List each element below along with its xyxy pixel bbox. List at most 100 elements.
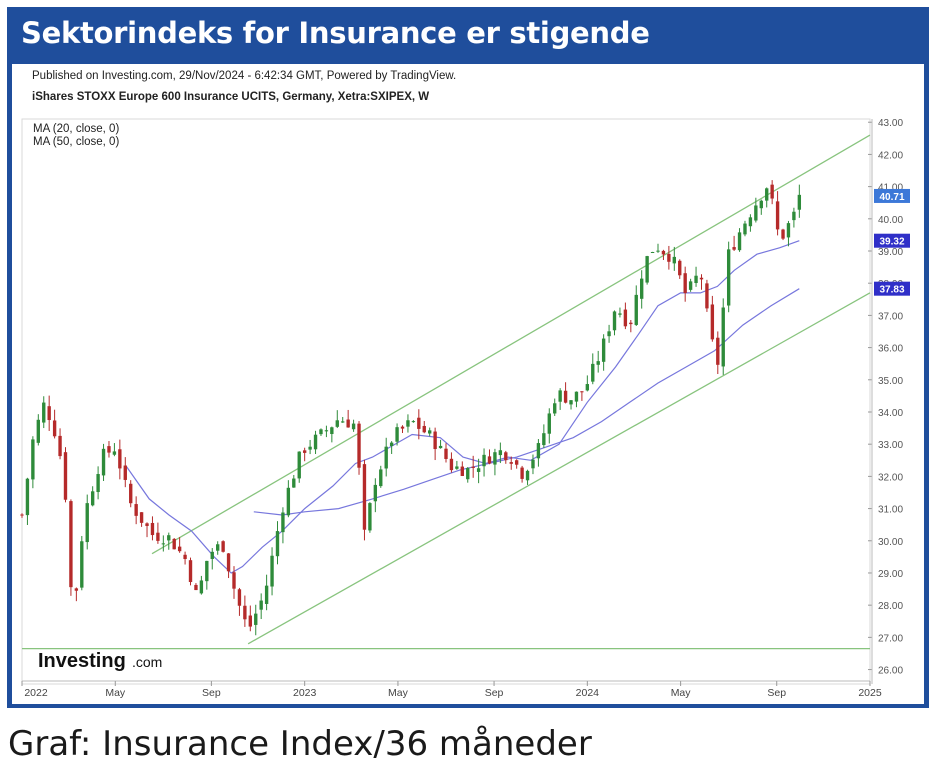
candle-body	[221, 541, 225, 552]
candle-body	[107, 446, 111, 453]
price-chart: Published on Investing.com, 29/Nov/2024 …	[20, 70, 910, 699]
x-tick-label: 2022	[24, 687, 48, 699]
price-label: 37.83	[879, 285, 904, 296]
candle-body	[629, 322, 633, 325]
candle-body	[688, 281, 693, 290]
candle-body	[781, 229, 785, 239]
candle-body	[694, 275, 698, 284]
candle-body	[612, 311, 617, 331]
candle-body	[591, 363, 595, 382]
candle-body	[226, 553, 231, 572]
ma20-legend: MA (20, close, 0)	[33, 123, 119, 135]
candle-body	[569, 400, 573, 405]
candle-body	[536, 443, 541, 459]
candle-body	[80, 541, 84, 588]
candle-body	[710, 304, 715, 340]
candle-body	[275, 531, 280, 557]
candle-body	[553, 403, 557, 414]
candle-body	[319, 429, 323, 435]
candle-body	[150, 522, 155, 536]
price-label-box	[874, 233, 910, 248]
candle-body	[683, 273, 687, 294]
y-tick-label: 30.00	[878, 537, 903, 548]
x-tick-label: Sep	[485, 687, 504, 699]
candle-body	[292, 478, 296, 488]
candle-body	[395, 427, 399, 442]
price-label-box	[874, 188, 910, 203]
candle-body	[20, 514, 24, 516]
y-tick-label: 26.00	[878, 666, 903, 677]
candle-body	[525, 470, 530, 481]
plot-area	[21, 118, 871, 685]
candle-body	[471, 466, 475, 468]
candle-body	[476, 468, 481, 472]
candle-body	[797, 194, 802, 210]
candle-body	[47, 406, 51, 421]
candle-body	[672, 256, 676, 264]
chart-panel: Published on Investing.com, 29/Nov/2024 …	[12, 64, 924, 704]
candle-body	[721, 307, 725, 367]
candle-body	[650, 252, 655, 254]
candle-body	[286, 487, 291, 516]
candle-body	[42, 402, 46, 423]
y-tick-label: 27.00	[878, 633, 903, 644]
price-label: 39.32	[879, 237, 904, 248]
candle-body	[558, 390, 562, 402]
logo-brand: Investing	[38, 650, 126, 672]
candle-body	[172, 538, 176, 550]
x-tick-label: 2023	[293, 687, 317, 699]
x-tick-label: May	[671, 687, 692, 699]
candle-body	[313, 434, 318, 450]
candle-body	[754, 205, 758, 221]
candle-body	[384, 446, 388, 469]
candle-body	[237, 589, 242, 606]
candle-body	[601, 338, 606, 362]
candle-body	[145, 523, 149, 526]
logo-suffix: .com	[132, 654, 162, 670]
price-label: 40.71	[879, 192, 904, 203]
candle-body	[417, 417, 421, 429]
title-banner: Sektorindeks for Insurance er stigende	[7, 7, 929, 63]
candle-body	[36, 419, 40, 443]
candle-body	[74, 588, 79, 591]
candle-body	[667, 253, 671, 262]
candle-body	[330, 427, 334, 435]
candle-body	[542, 433, 546, 446]
candle-body	[368, 503, 372, 531]
ma50-line	[253, 288, 800, 516]
ma20-line	[126, 240, 800, 574]
candle-body	[748, 217, 753, 227]
candle-body	[63, 452, 68, 500]
candle-body	[259, 600, 263, 610]
ma50-legend: MA (50, close, 0)	[33, 136, 119, 148]
candle-body	[69, 501, 73, 588]
candle-body	[243, 605, 247, 620]
candle-body	[433, 431, 437, 450]
y-tick-label: 39.00	[878, 247, 903, 258]
candle-body	[139, 512, 144, 523]
candle-body	[129, 483, 133, 504]
candle-body	[177, 546, 182, 552]
candle-body	[52, 420, 57, 437]
candle-body	[400, 426, 405, 429]
banner-title: Sektorindeks for Insurance er stigende	[21, 16, 650, 50]
candle-body	[547, 413, 551, 434]
candle-body	[640, 278, 644, 299]
candle-body	[623, 309, 628, 327]
candle-body	[31, 439, 35, 480]
candle-body	[487, 456, 492, 464]
candle-body	[324, 430, 329, 432]
candle-body	[194, 584, 198, 591]
candle-body	[482, 454, 486, 467]
y-tick-label: 32.00	[878, 472, 903, 483]
candle-body	[607, 331, 611, 337]
candle-body	[493, 452, 497, 465]
candle-body	[134, 504, 138, 516]
candle-body	[743, 223, 747, 235]
candle-body	[422, 425, 426, 433]
x-tick-label: Sep	[202, 687, 221, 699]
y-tick-label: 42.00	[878, 150, 903, 161]
candle-body	[634, 294, 638, 325]
candle-body	[161, 543, 166, 545]
candle-body	[449, 458, 454, 471]
